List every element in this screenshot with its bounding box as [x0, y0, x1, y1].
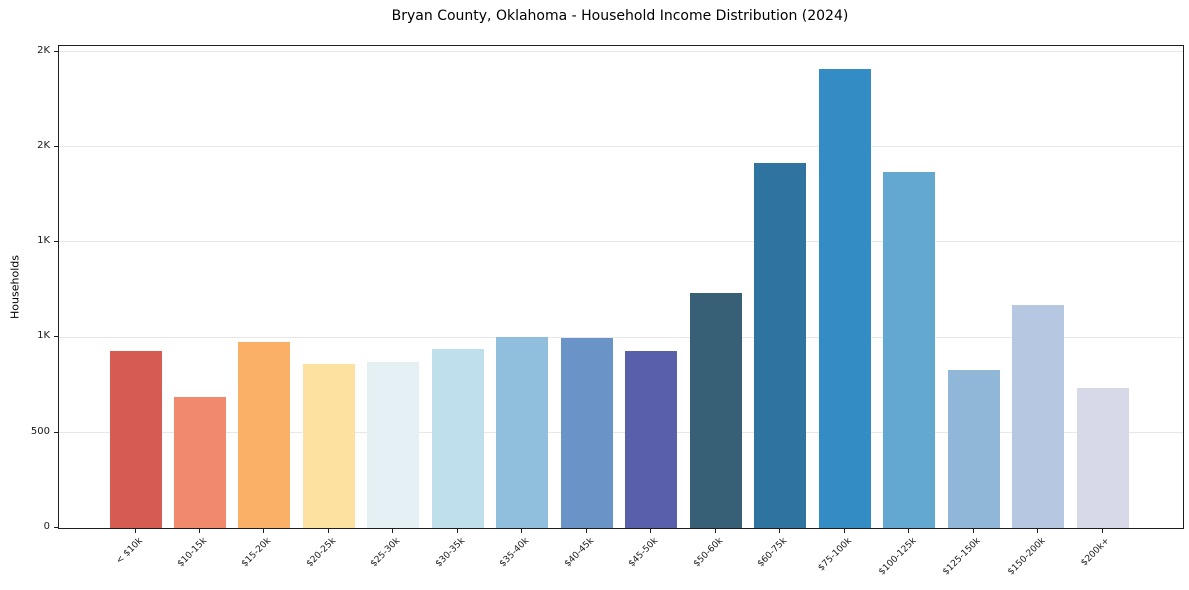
- bar: [1076, 387, 1129, 528]
- bar: [1012, 305, 1065, 528]
- x-tick-label: $125-150k: [941, 536, 983, 578]
- gridline: [59, 145, 1183, 147]
- bar: [625, 350, 678, 528]
- gridline: [59, 336, 1183, 338]
- x-tick-mark: [779, 529, 781, 533]
- x-tick-mark: [327, 529, 329, 533]
- bar: [883, 171, 936, 528]
- y-tick-mark: [54, 50, 58, 52]
- x-tick-label: $15-20k: [240, 536, 274, 570]
- x-tick-mark: [134, 529, 136, 533]
- x-tick-label: $100-125k: [876, 536, 919, 578]
- bar: [173, 396, 226, 528]
- x-tick-label: $200k+: [1079, 536, 1112, 569]
- x-tick-mark: [198, 529, 200, 533]
- x-tick-label: < $10k: [114, 536, 145, 567]
- x-tick-label: $20-25k: [304, 536, 338, 570]
- x-tick-mark: [1101, 529, 1103, 533]
- x-tick-label: $30-35k: [433, 536, 467, 570]
- bar: [560, 338, 613, 528]
- y-tick-label: 1K: [37, 330, 50, 342]
- y-tick-label: 500: [30, 425, 50, 437]
- chart-title: Bryan County, Oklahoma - Household Incom…: [391, 8, 849, 24]
- bar: [367, 362, 420, 528]
- bar: [689, 292, 742, 528]
- plot-area: [58, 45, 1184, 529]
- y-tick-mark: [54, 241, 58, 243]
- bar: [754, 163, 807, 528]
- y-tick-label: 0: [43, 521, 50, 532]
- x-tick-mark: [714, 529, 716, 533]
- x-tick-mark: [585, 529, 587, 533]
- x-tick-label: $150-200k: [1005, 536, 1048, 578]
- bar: [109, 350, 162, 528]
- x-tick-label: $75-100k: [816, 536, 854, 574]
- x-tick-mark: [263, 529, 265, 533]
- gridline: [59, 241, 1183, 243]
- y-tick-label: 2K: [37, 44, 50, 56]
- x-tick-mark: [972, 529, 974, 533]
- x-tick-label: $25-30k: [369, 536, 403, 570]
- x-tick-mark: [650, 529, 652, 533]
- bar: [818, 68, 871, 528]
- x-tick-label: $35-40k: [498, 536, 532, 570]
- y-tick-mark: [54, 336, 58, 338]
- bar: [238, 342, 291, 528]
- bar: [496, 336, 549, 528]
- x-tick-mark: [1037, 529, 1039, 533]
- bar: [302, 364, 355, 528]
- bar: [431, 348, 484, 528]
- x-tick-mark: [456, 529, 458, 533]
- y-tick-label: 2K: [37, 139, 50, 151]
- x-tick-label: $60-75k: [755, 536, 790, 570]
- bar: [947, 369, 1000, 528]
- gridline: [59, 50, 1183, 52]
- y-tick-mark: [54, 145, 58, 147]
- y-tick-mark: [54, 527, 58, 528]
- y-tick-mark: [54, 431, 58, 433]
- x-tick-mark: [843, 529, 845, 533]
- x-tick-mark: [521, 529, 523, 533]
- x-tick-mark: [908, 529, 910, 533]
- y-tick-label: 1K: [37, 235, 50, 247]
- x-tick-label: $50-60k: [691, 536, 725, 570]
- x-tick-label: $40-45k: [562, 536, 596, 570]
- x-tick-label: $45-50k: [627, 536, 661, 570]
- x-tick-label: $10-15k: [175, 536, 210, 570]
- y-axis-label: Households: [8, 255, 22, 319]
- gridline: [59, 431, 1183, 433]
- x-tick-mark: [392, 529, 394, 533]
